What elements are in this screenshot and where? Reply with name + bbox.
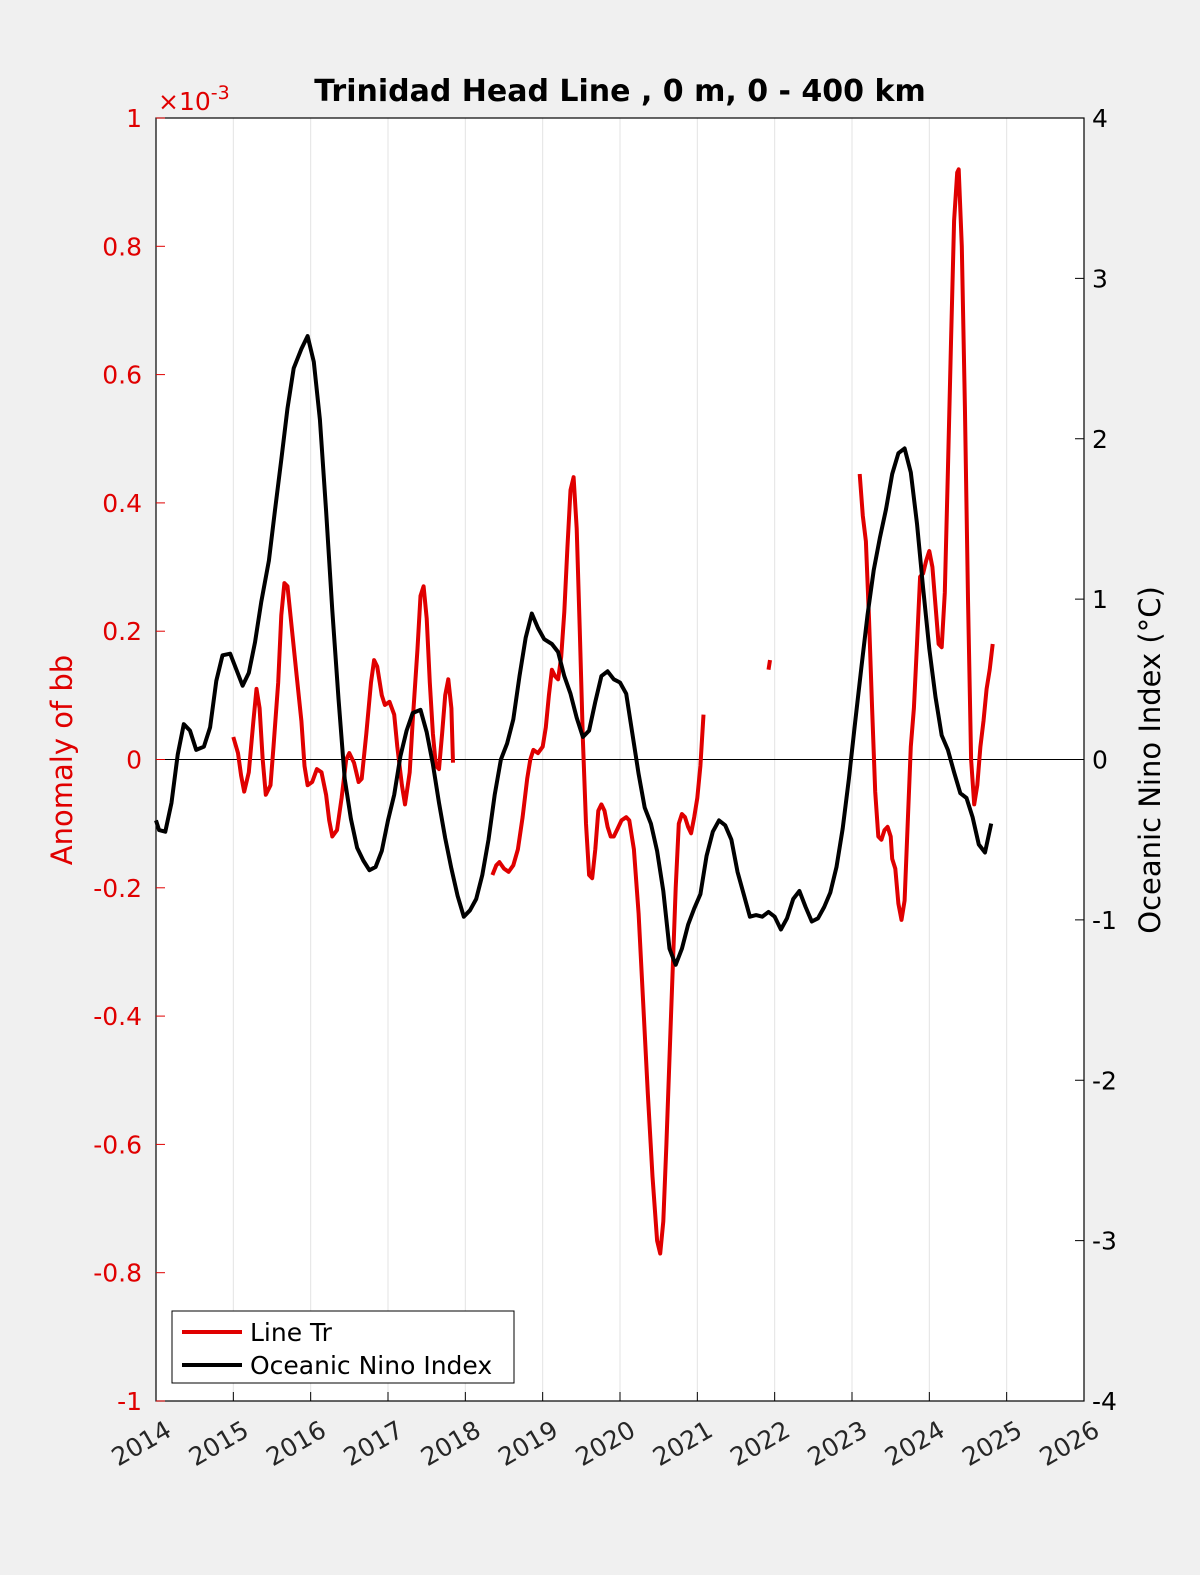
right-axis-label: Oceanic Nino Index (°C) [1133,586,1167,934]
left-axis-multiplier: ×10-3 [158,82,230,116]
left-y-tick-label-0-2: -0.2 [93,874,142,903]
left-y-tick-label-0-2: 0.2 [102,617,142,646]
right-y-axis: -4 -3 -2 -1 0 1 2 3 4 [1075,104,1117,1416]
series-line-oceanic-nino-index-segment-0 [154,334,994,967]
x-axis: 2014 2015 2016 2017 2018 2019 2020 2021 2022 2023… [107,1392,1105,1472]
left-y-tick-label-0: 0 [126,746,142,775]
x-tick-label-2017: 2017 [339,1415,409,1472]
legend-box [171,1310,515,1384]
left-y-tick-label-0-4: 0.4 [102,489,142,518]
x-tick-label-2022: 2022 [725,1415,795,1472]
multiplier-base: ×10 [158,87,211,116]
right-y-tick-label-3: -3 [1092,1227,1117,1256]
x-tick-label-2020: 2020 [571,1415,641,1472]
x-tick-label-2023: 2023 [803,1415,873,1472]
x-tick-label-2014: 2014 [107,1415,177,1472]
left-y-tick-label-0-6: -0.6 [93,1130,142,1159]
right-y-tick-label-2: -2 [1092,1066,1117,1095]
series-line-line-tr-segment-0 [231,581,455,839]
chart-title: Trinidad Head Line , 0 m, 0 - 400 km [314,74,925,109]
series-line-line-tr-segment-3 [857,167,995,922]
right-y-tick-label-3: 3 [1092,264,1108,293]
series-line-line-tr-segment-1 [490,475,706,1256]
left-axis-label: Anomaly of bb [45,655,79,865]
right-y-tick-label-4: 4 [1092,104,1108,133]
multiplier-exponent: -3 [211,82,230,104]
left-y-tick-label-1: -1 [117,1387,142,1416]
series-line-line-tr-segment-2 [766,659,772,671]
left-y-tick-label-0-6: 0.6 [102,361,142,390]
x-tick-label-2021: 2021 [648,1415,718,1472]
left-y-axis: -1 -0.8 -0.6 -0.4 -0.2 0 0.2 0.4 0.6 0.8 1 [93,104,165,1416]
legend: Line Tr Oceanic Nino Index [171,1310,515,1384]
x-tick-label-2018: 2018 [416,1415,486,1472]
right-y-tick-label-4: -4 [1092,1387,1117,1416]
x-tick-label-2019: 2019 [493,1415,563,1472]
right-y-tick-label-2: 2 [1092,425,1108,454]
left-y-tick-label-0-8: -0.8 [93,1259,142,1288]
series-layer [154,167,995,1256]
legend-label-oceanic-nino-index: Oceanic Nino Index [250,1351,492,1380]
right-y-tick-label-1: -1 [1092,906,1117,935]
x-tick-label-2015: 2015 [184,1415,254,1472]
x-tick-label-2025: 2025 [957,1415,1027,1472]
legend-label-line-tr: Line Tr [250,1318,333,1347]
x-tick-label-2024: 2024 [880,1415,950,1472]
left-y-tick-label-1: 1 [126,104,142,133]
x-tick-label-2016: 2016 [261,1415,331,1472]
left-y-tick-label-0-8: 0.8 [102,232,142,261]
left-y-tick-label-0-4: -0.4 [93,1002,142,1031]
right-y-tick-label-0: 0 [1092,746,1108,775]
right-y-tick-label-1: 1 [1092,585,1108,614]
x-tick-label-2026: 2026 [1035,1415,1105,1472]
